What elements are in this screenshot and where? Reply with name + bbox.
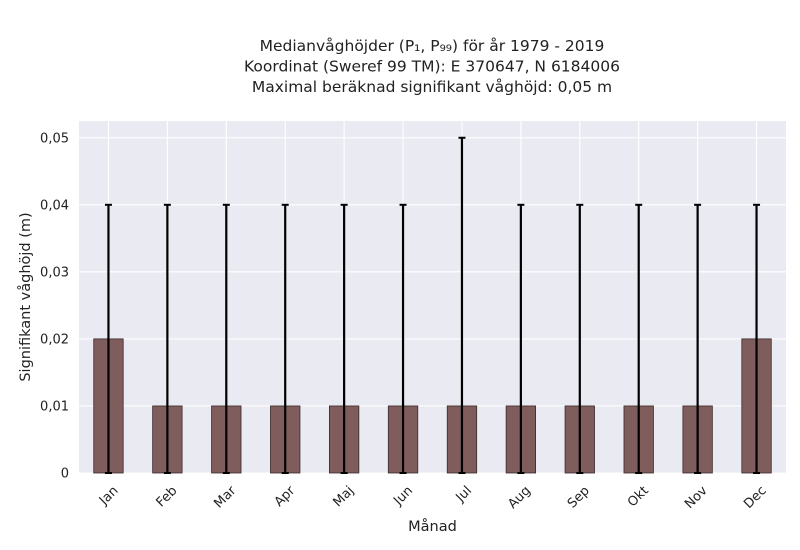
y-axis-ticks: 0 0,01 0,02 0,03 0,04 0,05 bbox=[40, 131, 69, 481]
error-bar-mar bbox=[222, 203, 230, 474]
title-line-1: Medianvåghöjder (P₁, P₉₉) för år 1979 - … bbox=[260, 37, 605, 55]
plot-area bbox=[79, 121, 786, 473]
x-tick-label-mar: Mar bbox=[211, 483, 239, 511]
x-tick-label-jul: Jul bbox=[453, 483, 475, 505]
y-tick-label: 0 bbox=[61, 467, 69, 482]
chart-title: Medianvåghöjder (P₁, P₉₉) för år 1979 - … bbox=[244, 37, 620, 96]
error-bar-dec bbox=[753, 203, 761, 474]
error-bar-apr bbox=[281, 203, 289, 474]
x-tick-label-jan: Jan bbox=[96, 483, 121, 508]
x-tick-label-apr: Apr bbox=[272, 483, 299, 510]
x-tick-label-nov: Nov bbox=[682, 483, 711, 512]
error-bar-maj bbox=[340, 203, 348, 474]
x-tick-label-jun: Jun bbox=[390, 483, 416, 509]
y-tick-label: 0,01 bbox=[40, 399, 69, 414]
title-line-2: Koordinat (Sweref 99 TM): E 370647, N 61… bbox=[244, 58, 620, 76]
y-tick-label: 0,03 bbox=[40, 265, 69, 280]
x-axis-label: Månad bbox=[408, 518, 457, 535]
x-tick-label-aug: Aug bbox=[505, 483, 534, 512]
y-axis-label: Signifikant våghöjd (m) bbox=[17, 212, 34, 381]
x-tick-label-dec: Dec bbox=[741, 483, 769, 511]
error-bar-aug bbox=[517, 203, 525, 474]
y-tick-label: 0,04 bbox=[40, 198, 69, 213]
error-bar-jan bbox=[104, 203, 112, 474]
x-tick-label-maj: Maj bbox=[330, 483, 357, 510]
error-bar-sep bbox=[576, 203, 584, 474]
x-tick-label-okt: Okt bbox=[625, 483, 652, 510]
x-tick-label-sep: Sep bbox=[565, 483, 593, 511]
x-axis-ticks: Jan Feb Mar Apr Maj Jun Jul Aug Sep Okt Nov Dec bbox=[96, 483, 770, 512]
x-tick-label-feb: Feb bbox=[154, 483, 181, 510]
error-bar-okt bbox=[635, 203, 643, 474]
y-tick-label: 0,02 bbox=[40, 332, 69, 347]
title-line-3: Maximal beräknad signifikant våghöjd: 0,… bbox=[252, 78, 612, 96]
error-bar-jul bbox=[458, 136, 466, 474]
error-bar-jun bbox=[399, 203, 407, 474]
error-bars bbox=[104, 136, 761, 474]
error-bar-feb bbox=[163, 203, 171, 474]
y-tick-label: 0,05 bbox=[40, 131, 69, 146]
error-bar-nov bbox=[694, 203, 702, 474]
